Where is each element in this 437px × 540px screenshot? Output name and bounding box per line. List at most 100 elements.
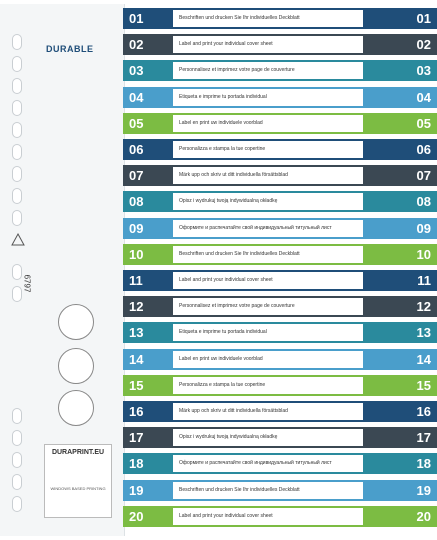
tab-label: Märk upp och skriv ut ditt individuella … [173,401,367,422]
punch-hole [12,78,22,94]
tab-number-right: 10 [363,243,437,265]
tab-number: 02 [123,34,173,56]
tab-number: 18 [123,453,173,475]
tab-number: 20 [123,505,173,527]
tab-number-right: 13 [363,322,437,344]
tab: 16 Märk upp och skriv ut ditt individuell… [123,401,437,422]
tab-number-right: 15 [363,374,437,396]
tab-number: 10 [123,243,173,265]
tab-number-right: 12 [363,296,437,318]
tab-label: Märk upp och skriv ut ditt individuella … [173,165,367,187]
duraprint-caption: WINDOWS BASED PRINTING [50,486,106,491]
divider-sheet: DURABLE 6797 DURAPRINT.EU WINDOWS BASED … [0,4,125,536]
tab-number: 15 [123,374,173,396]
punch-hole [12,408,22,424]
tab-label: Оформите и распечатайте свой индивидуаль… [173,217,367,239]
tab: 07 Märk upp och skriv ut ditt individuell… [123,165,437,187]
tab: 18 Оформите и распечатайте свой индивидуа… [123,453,437,475]
punch-hole [12,144,22,160]
tab-number-right: 20 [363,505,437,527]
tab: 14 Label en print uw individuele voorblad… [123,348,437,370]
tab: 19 Beschriften und drucken Sie Ihr indivi… [123,479,437,501]
tab-label: Label and print your individual cover sh… [173,270,367,291]
tab-number-right: 02 [363,34,437,56]
tab-number: 06 [123,139,173,160]
tab-number-right: 01 [363,8,437,29]
tab-number-right: 19 [363,479,437,501]
tab-number-right: 07 [363,165,437,187]
punch-hole [12,166,22,182]
product-code: 6797 [22,274,32,293]
tab-label: Etiqueta e imprime tu portada individual [173,322,367,344]
tab: 09 Оформите и распечатайте свой индивидуа… [123,217,437,239]
tab-number: 08 [123,191,173,213]
tab-number: 07 [123,165,173,187]
tab-number-right: 11 [363,270,437,291]
tab-number: 14 [123,348,173,370]
punch-hole [12,210,22,226]
punch-hole [12,56,22,72]
tab-number: 05 [123,112,173,134]
tab-label: Label en print uw individuele voorblad [173,112,367,134]
tab-label: Personalizza e stampa la tue copertine [173,139,367,160]
tab-label: Оформите и распечатайте свой индивидуаль… [173,453,367,475]
tab: 08 Opisz i wydrukuj twoją indywidualną ok… [123,191,437,213]
tab-number: 11 [123,270,173,291]
punch-hole [12,452,22,468]
punch-hole [12,188,22,204]
tab: 13 Etiqueta e imprime tu portada individu… [123,322,437,344]
tab-number-right: 18 [363,453,437,475]
tab: 03 Personnalisez et imprimez votre page d… [123,60,437,82]
divider-icon [58,390,94,426]
monitor-icon [58,304,94,340]
tab-number-right: 16 [363,401,437,422]
tab-number: 03 [123,60,173,82]
punch-hole [12,474,22,490]
tab-label: Personnalisez et imprimez votre page de … [173,60,367,82]
punch-hole [12,430,22,446]
tab-number: 16 [123,401,173,422]
brand: DURABLE [46,44,94,54]
tab-label: Personalizza e stampa la tue copertine [173,374,367,396]
tab: 17 Opisz i wydrukuj twoją indywidualną ok… [123,427,437,449]
tab-number-right: 08 [363,191,437,213]
tab: 01 Beschriften und drucken Sie Ihr indivi… [123,8,437,29]
tab-number-right: 04 [363,86,437,108]
punch-hole [12,496,22,512]
duraprint-box: DURAPRINT.EU WINDOWS BASED PRINTING [44,444,112,518]
tab: 20 Label and print your individual cover … [123,505,437,527]
tab-label: Opisz i wydrukuj twoją indywidualną okła… [173,191,367,213]
duraprint-title: DURAPRINT.EU [51,449,105,456]
punch-hole [12,286,22,302]
recycle-icon [11,232,25,246]
tab: 04 Etiqueta e imprime tu portada individu… [123,86,437,108]
tab-label: Label and print your individual cover sh… [173,34,367,56]
punch-hole [12,122,22,138]
tab-number: 01 [123,8,173,29]
tab-label: Label and print your individual cover sh… [173,505,367,527]
punch-hole [12,264,22,280]
tab-number: 09 [123,217,173,239]
tab-number-right: 14 [363,348,437,370]
tab-number: 04 [123,86,173,108]
tab: 05 Label en print uw individuele voorblad… [123,112,437,134]
tab-label: Label en print uw individuele voorblad [173,348,367,370]
tab: 12 Personnalisez et imprimez votre page d… [123,296,437,318]
tab: 06 Personalizza e stampa la tue copertine… [123,139,437,160]
punch-hole [12,100,22,116]
tab-number: 19 [123,479,173,501]
tab-number: 17 [123,427,173,449]
tab-label: Beschriften und drucken Sie Ihr individu… [173,243,367,265]
tab-number-right: 09 [363,217,437,239]
tab-label: Etiqueta e imprime tu portada individual [173,86,367,108]
tab-label: Beschriften und drucken Sie Ihr individu… [173,8,367,29]
printer-icon [58,348,94,384]
tab: 15 Personalizza e stampa la tue copertine… [123,374,437,396]
tab: 10 Beschriften und drucken Sie Ihr indivi… [123,243,437,265]
tab: 02 Label and print your individual cover … [123,34,437,56]
tab-number: 13 [123,322,173,344]
tab-label: Personnalisez et imprimez votre page de … [173,296,367,318]
tab-number-right: 05 [363,112,437,134]
tab-number: 12 [123,296,173,318]
tab: 11 Label and print your individual cover … [123,270,437,291]
